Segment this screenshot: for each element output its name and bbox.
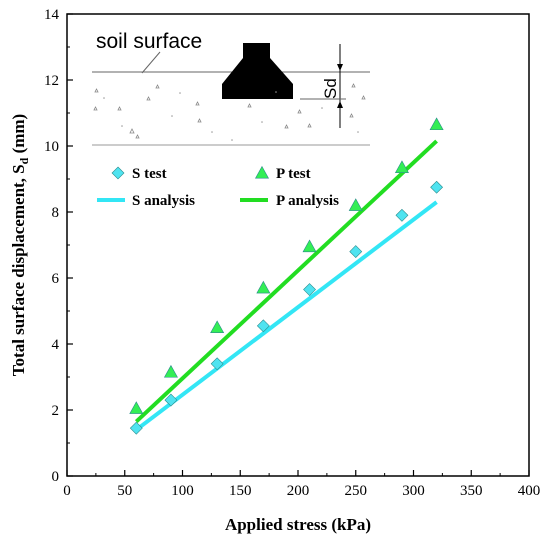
- y-tick-label: 8: [52, 205, 60, 221]
- data-point-p-test: [348, 198, 363, 211]
- soil-texture: [93, 83, 366, 139]
- x-tick-label: 250: [345, 483, 368, 499]
- data-point-s-test: [395, 208, 409, 222]
- series-line-p-analysis: [134, 139, 438, 424]
- y-tick-label: 4: [52, 337, 60, 353]
- legend-marker-p-test: [254, 165, 270, 179]
- x-tick-label: 100: [171, 483, 194, 499]
- legend-label-p-analysis: P analysis: [276, 193, 339, 209]
- data-point-s-test: [430, 180, 444, 194]
- y-tick-label: 6: [52, 271, 60, 287]
- y-tick-label: 10: [44, 139, 59, 155]
- x-tick-label: 350: [460, 483, 483, 499]
- data-point-p-test: [210, 320, 225, 334]
- data-point-p-test: [302, 239, 317, 253]
- soil-dots: [103, 91, 359, 141]
- x-tick-label: 150: [229, 483, 252, 499]
- y-tick-label: 0: [52, 469, 60, 485]
- data-point-s-test: [256, 319, 270, 333]
- data-point-s-test: [164, 393, 178, 407]
- series-line-s-analysis: [135, 200, 438, 432]
- x-tick-label: 200: [287, 483, 310, 499]
- x-tick-label: 0: [63, 483, 71, 499]
- data-point-p-test: [129, 401, 144, 414]
- plot-marks: [129, 117, 444, 435]
- data-point-s-test: [210, 357, 224, 371]
- x-axis-title: Applied stress (kPa): [225, 515, 371, 534]
- axes: 0 50 100 150 200 250 300 350 400 0 2 4 6 8 10 12 14: [44, 7, 540, 499]
- y-tick-label: 12: [44, 73, 59, 89]
- legend-label-s-test: S test: [132, 166, 167, 182]
- sd-arrow-top: [337, 64, 343, 71]
- legend: S test P test S analysis P analysis: [97, 165, 339, 209]
- data-point-p-test: [256, 280, 271, 294]
- sd-label: Sd: [321, 78, 340, 99]
- y-tick-label: 2: [52, 403, 60, 419]
- data-point-s-test: [349, 245, 363, 259]
- footing-shape: [222, 43, 293, 99]
- x-tick-label: 400: [518, 483, 541, 499]
- legend-label-p-test: P test: [276, 166, 311, 182]
- data-point-p-test: [429, 117, 444, 131]
- y-axis-title-unit: (mm): [9, 114, 28, 158]
- y-tick-label: 14: [44, 7, 60, 23]
- data-point-p-test: [163, 364, 178, 378]
- data-point-s-test: [129, 421, 143, 435]
- y-axis-title-subscript: d: [17, 157, 31, 164]
- data-point-s-test: [303, 283, 316, 296]
- legend-label-s-analysis: S analysis: [132, 193, 195, 209]
- sd-arrow-bottom: [337, 101, 343, 108]
- legend-marker-s-test: [111, 166, 125, 180]
- y-axis-title: Total surface displacement, Sd (mm): [9, 114, 31, 376]
- x-tick-label: 50: [117, 483, 132, 499]
- x-tick-label: 300: [402, 483, 425, 499]
- data-point-p-test: [394, 160, 409, 173]
- soil-surface-leader: [141, 51, 161, 74]
- soil-surface-label: soil surface: [96, 30, 202, 53]
- inset-schematic: soil surface Sd: [92, 30, 370, 146]
- y-axis-title-main: Total surface displacement, S: [9, 164, 28, 376]
